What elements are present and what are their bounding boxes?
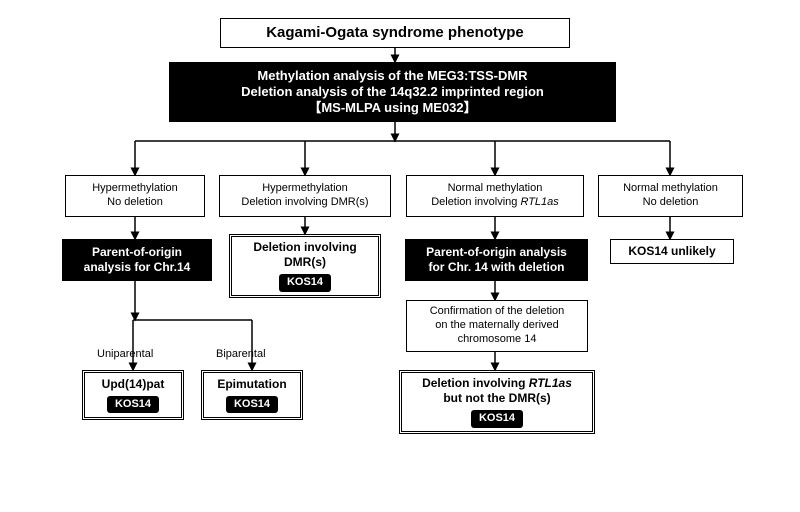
deletion-dmr-result: Deletion involving DMR(s) KOS14 xyxy=(229,234,381,298)
r1-pill: KOS14 xyxy=(107,396,159,414)
parent-origin-chr14: Parent-of-origin analysis for Chr.14 xyxy=(62,239,212,281)
branch-normal-nodel: Normal methylation No deletion xyxy=(598,175,743,217)
r2-l1: Epimutation xyxy=(217,377,286,392)
r3-l2: but not the DMR(s) xyxy=(443,391,550,406)
d2-l2: DMR(s) xyxy=(284,255,326,270)
d2-l1: Deletion involving xyxy=(253,240,356,255)
b3-l2: Deletion involving RTL1as xyxy=(431,196,559,210)
parent-origin-deletion: Parent-of-origin analysis for Chr. 14 wi… xyxy=(405,239,588,281)
title-box: Kagami-Ogata syndrome phenotype xyxy=(220,18,570,48)
p3-l1: Parent-of-origin analysis xyxy=(426,245,567,260)
p1-l2: analysis for Chr.14 xyxy=(84,260,191,275)
b2-l2: Deletion involving DMR(s) xyxy=(241,196,368,210)
b4-l2: No deletion xyxy=(643,196,699,210)
analysis-l1: Methylation analysis of the MEG3:TSS-DMR xyxy=(257,68,527,84)
analysis-box: Methylation analysis of the MEG3:TSS-DMR… xyxy=(169,62,616,122)
p1-l1: Parent-of-origin xyxy=(92,245,182,260)
result-rtl1as: Deletion involving RTL1as but not the DM… xyxy=(399,370,595,434)
r3-pill: KOS14 xyxy=(471,410,523,428)
b1-l2: No deletion xyxy=(107,196,163,210)
branch-hyper-nodel: Hypermethylation No deletion xyxy=(65,175,205,217)
conf-l2: on the maternally derived xyxy=(435,319,559,333)
u4-l1: KOS14 unlikely xyxy=(628,244,715,259)
conf-l1: Confirmation of the deletion xyxy=(430,305,565,319)
b2-l1: Hypermethylation xyxy=(262,182,348,196)
b3-l1: Normal methylation xyxy=(448,182,543,196)
r2-pill: KOS14 xyxy=(226,396,278,414)
analysis-l2: Deletion analysis of the 14q32.2 imprint… xyxy=(241,84,544,100)
p3-l2: for Chr. 14 with deletion xyxy=(428,260,564,275)
label-biparental: Biparental xyxy=(216,348,266,360)
result-epimutation: Epimutation KOS14 xyxy=(201,370,303,420)
b4-l1: Normal methylation xyxy=(623,182,718,196)
r1-l1: Upd(14)pat xyxy=(102,377,165,392)
kos14-unlikely: KOS14 unlikely xyxy=(610,239,734,264)
branch-normal-del: Normal methylation Deletion involving RT… xyxy=(406,175,584,217)
result-upd14pat: Upd(14)pat KOS14 xyxy=(82,370,184,420)
b1-l1: Hypermethylation xyxy=(92,182,178,196)
title-text: Kagami-Ogata syndrome phenotype xyxy=(266,24,524,43)
branch-hyper-del: Hypermethylation Deletion involving DMR(… xyxy=(219,175,391,217)
r3-l1: Deletion involving RTL1as xyxy=(422,376,572,391)
confirmation-box: Confirmation of the deletion on the mate… xyxy=(406,300,588,352)
label-uniparental: Uniparental xyxy=(97,348,153,360)
conf-l3: chromosome 14 xyxy=(458,333,537,347)
d2-pill: KOS14 xyxy=(279,274,331,292)
analysis-l3: 【MS-MLPA using ME032】 xyxy=(308,100,476,116)
